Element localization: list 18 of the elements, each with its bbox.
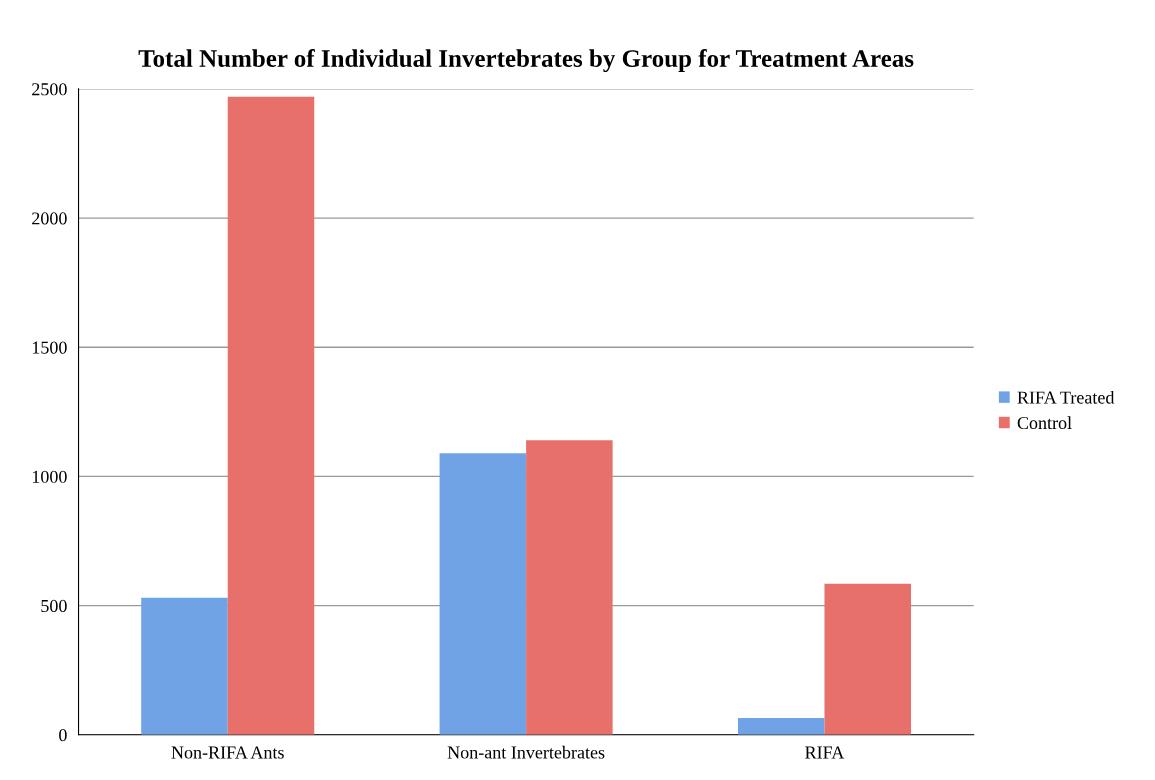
bar xyxy=(141,597,228,735)
bar xyxy=(227,96,315,735)
x-tick-label: Non-RIFA Ants xyxy=(171,746,284,759)
legend-label: Control xyxy=(1017,416,1072,430)
bar xyxy=(439,453,527,735)
y-tick-label: 2000 xyxy=(32,212,67,225)
y-tick-label: 1000 xyxy=(32,470,67,483)
bar xyxy=(737,717,825,735)
x-tick-label: RIFA xyxy=(805,746,845,759)
legend-label: RIFA Treated xyxy=(1017,390,1115,404)
y-tick-label: 1500 xyxy=(32,341,67,354)
y-tick-label: 2500 xyxy=(32,83,67,96)
y-tick-label: 500 xyxy=(41,599,67,613)
bar xyxy=(526,440,613,735)
x-tick-label: Non-ant Invertebrates xyxy=(447,745,605,759)
bar xyxy=(824,583,912,735)
y-tick-label: 0 xyxy=(59,729,67,742)
chart-title: Total Number of Individual Invertebrates by Group for Treatment Areas xyxy=(138,49,914,73)
